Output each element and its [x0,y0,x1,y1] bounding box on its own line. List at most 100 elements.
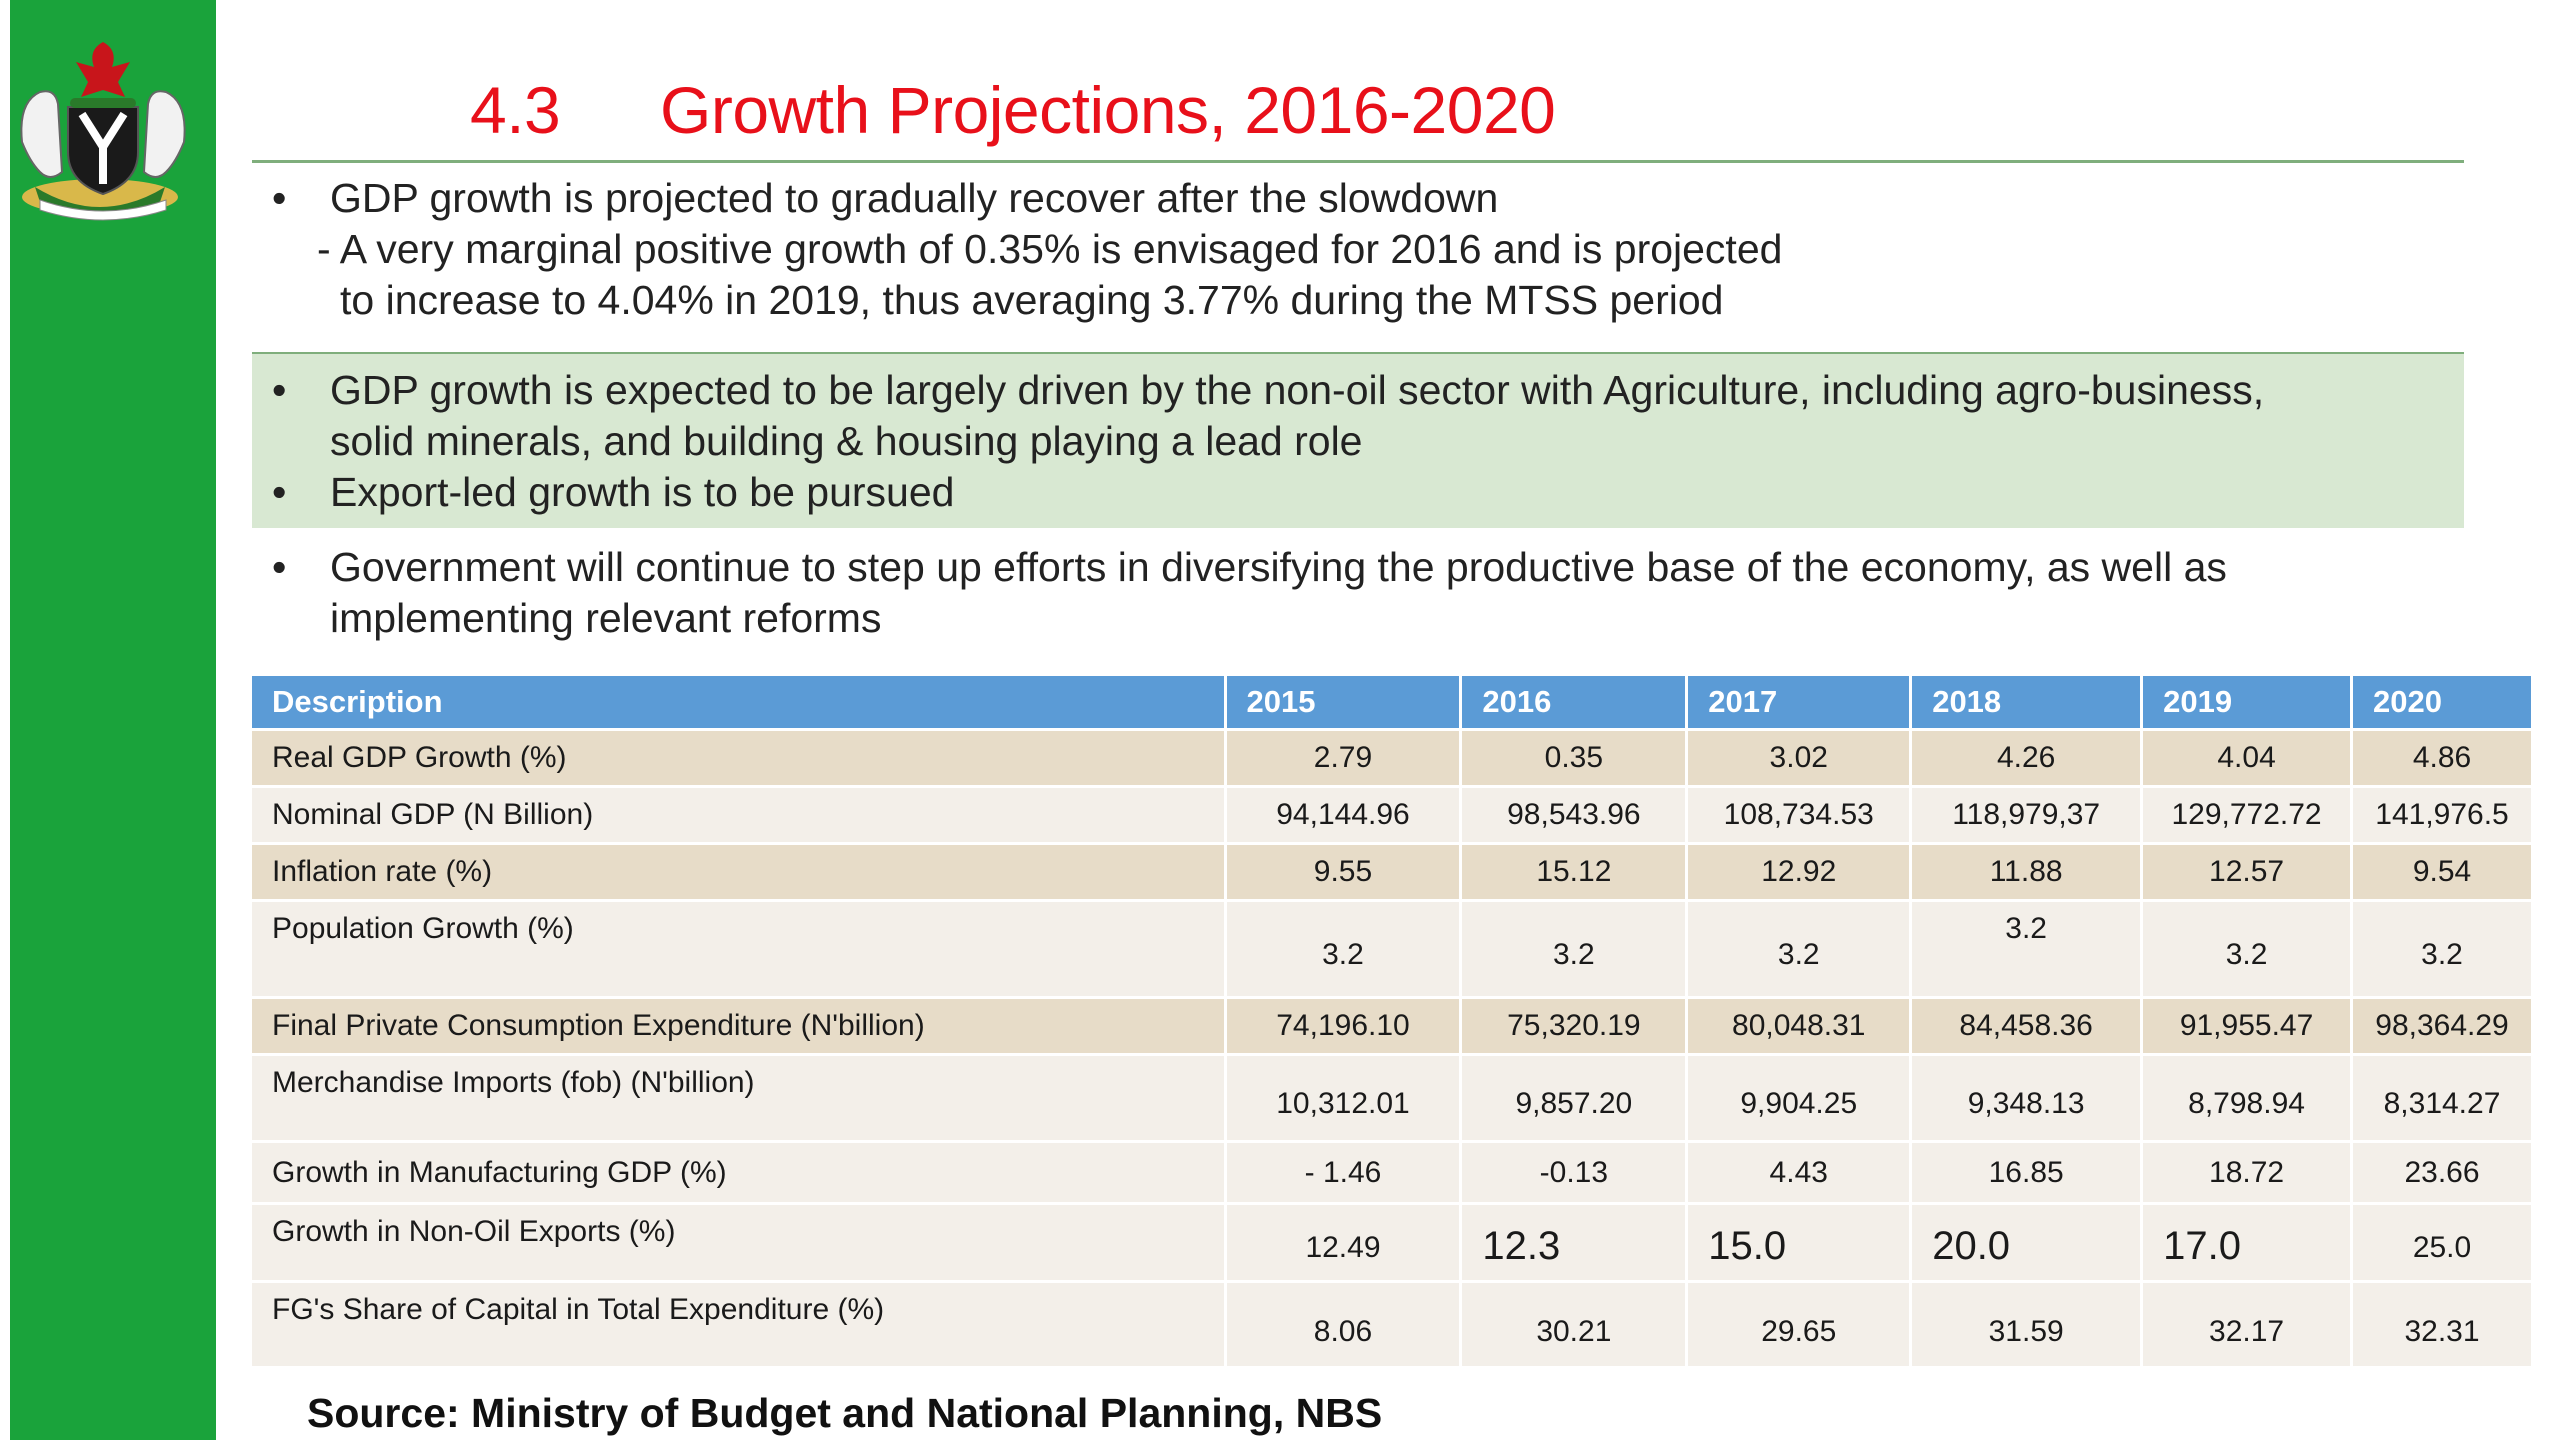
table-cell: 32.17 [2141,1280,2354,1366]
table-cell: 30.21 [1460,1280,1689,1366]
title-divider [252,160,2464,163]
table-row: FG's Share of Capital in Total Expenditu… [252,1280,2534,1366]
column-header: 2016 [1460,676,1689,730]
table-cell: 11.88 [1910,842,2144,901]
bullet-marker: • [272,367,287,413]
source-note: Source: Ministry of Budget and National … [307,1390,1383,1436]
bullet-text: GDP growth is projected to gradually rec… [330,175,1499,221]
title-text: Growth Projections, 2016-2020 [660,73,1556,147]
row-label: FG's Share of Capital in Total Expenditu… [252,1280,1227,1366]
table-cell: 20.0 [1910,1202,2144,1282]
table-cell: 3.2 [2351,899,2534,998]
sub-bullet-line: - A very marginal positive growth of 0.3… [317,226,1783,272]
table-cell: 15.0 [1686,1202,1913,1282]
table-cell: 12.49 [1225,1202,1463,1282]
table-cell: 9,904.25 [1686,1053,1913,1142]
bullet-item: • GDP growth is expected to be largely d… [252,365,2464,416]
table-cell: 75,320.19 [1460,996,1689,1055]
table-row: Inflation rate (%) 9.55 15.12 12.92 11.8… [252,842,2534,901]
table-cell: 12.57 [2141,842,2354,901]
table-cell: 29.65 [1686,1280,1913,1366]
column-header: 2019 [2141,676,2354,730]
table-cell: 8,314.27 [2351,1053,2534,1142]
table-cell: 17.0 [2141,1202,2354,1282]
bullet-continuation: implementing relevant reforms [252,593,2464,644]
table-cell: 141,976.5 [2351,785,2534,844]
table-cell: 91,955.47 [2141,996,2354,1055]
row-label: Growth in Non-Oil Exports (%) [252,1202,1227,1282]
bullet-marker: • [272,544,287,590]
table-cell: 12.3 [1460,1202,1689,1282]
table-row: Growth in Manufacturing GDP (%) - 1.46 -… [252,1140,2534,1204]
bullet-continuation: solid minerals, and building & housing p… [252,416,2464,467]
row-label: Final Private Consumption Expenditure (N… [252,996,1227,1055]
row-label: Real GDP Growth (%) [252,728,1227,787]
table-cell: -0.13 [1460,1140,1689,1204]
table-row: Merchandise Imports (fob) (N'billion) 10… [252,1053,2534,1142]
table-row: Growth in Non-Oil Exports (%) 12.49 12.3… [252,1202,2534,1282]
column-header: 2018 [1910,676,2144,730]
table-cell: 4.43 [1686,1140,1913,1204]
table-cell: 8.06 [1225,1280,1463,1366]
nigeria-coat-of-arms-icon [20,42,186,221]
column-header: Description [252,676,1227,730]
table-row: Real GDP Growth (%) 2.79 0.35 3.02 4.26 … [252,728,2534,787]
table-cell: - 1.46 [1225,1140,1463,1204]
table-cell: 12.92 [1686,842,1913,901]
bullet-item: • Government will continue to step up ef… [252,542,2464,593]
row-label: Nominal GDP (N Billion) [252,785,1227,844]
table-row: Population Growth (%) 3.2 3.2 3.2 3.2 3.… [252,899,2534,998]
row-label: Population Growth (%) [252,899,1227,998]
table-cell: 3.2 [1460,899,1689,998]
bullet-text: implementing relevant reforms [330,595,882,641]
column-header: 2017 [1686,676,1913,730]
table-cell: 3.2 [2141,899,2354,998]
bullet-marker: • [272,469,287,515]
table-cell: 94,144.96 [1225,785,1463,844]
table-cell: 10,312.01 [1225,1053,1463,1142]
table-cell: 98,543.96 [1460,785,1689,844]
table-cell: 8,798.94 [2141,1053,2354,1142]
table-header-row: Description 2015 2016 2017 2018 2019 202… [252,676,2534,730]
row-label: Growth in Manufacturing GDP (%) [252,1140,1227,1204]
table-cell: 31.59 [1910,1280,2144,1366]
sub-bullet-line: to increase to 4.04% in 2019, thus avera… [340,277,1724,323]
table-cell: 3.02 [1686,728,1913,787]
bullet-block-3: • Government will continue to step up ef… [252,542,2464,644]
bullet-marker: • [272,175,287,221]
table-cell: 4.04 [2141,728,2354,787]
table-cell: 25.0 [2351,1202,2534,1282]
table-cell: 15.12 [1460,842,1689,901]
section-divider [252,352,2464,355]
table-cell: 9.54 [2351,842,2534,901]
highlight-box [252,354,2464,528]
table-cell: 4.26 [1910,728,2144,787]
bullet-text: GDP growth is expected to be largely dri… [330,367,2265,413]
table-cell: 18.72 [2141,1140,2354,1204]
bullet-text: Export-led growth is to be pursued [330,469,955,515]
bullet-block-1: • GDP growth is projected to gradually r… [252,173,2464,326]
table-cell: 84,458.36 [1910,996,2144,1055]
table-cell: 74,196.10 [1225,996,1463,1055]
table-cell: 3.2 [1910,899,2144,998]
table-cell: 9,857.20 [1460,1053,1689,1142]
slide-title: 4.3 Growth Projections, 2016-2020 [470,72,1556,148]
table-cell: 129,772.72 [2141,785,2354,844]
bullet-text: Government will continue to step up effo… [330,544,2227,590]
section-number: 4.3 [470,73,561,147]
projections-table: Description 2015 2016 2017 2018 2019 202… [252,676,2534,1366]
table-cell: 80,048.31 [1686,996,1913,1055]
bullet-item: • GDP growth is projected to gradually r… [252,173,2464,224]
table-cell: 16.85 [1910,1140,2144,1204]
table-row: Final Private Consumption Expenditure (N… [252,996,2534,1055]
bullet-text: solid minerals, and building & housing p… [330,418,1363,464]
table-cell: 98,364.29 [2351,996,2534,1055]
table-cell: 32.31 [2351,1280,2534,1366]
table-cell: 3.2 [1686,899,1913,998]
table-cell: 2.79 [1225,728,1463,787]
bullet-block-2: • GDP growth is expected to be largely d… [252,365,2464,518]
table-cell: 108,734.53 [1686,785,1913,844]
table-row: Nominal GDP (N Billion) 94,144.96 98,543… [252,785,2534,844]
row-label: Merchandise Imports (fob) (N'billion) [252,1053,1227,1142]
column-header: 2020 [2351,676,2534,730]
